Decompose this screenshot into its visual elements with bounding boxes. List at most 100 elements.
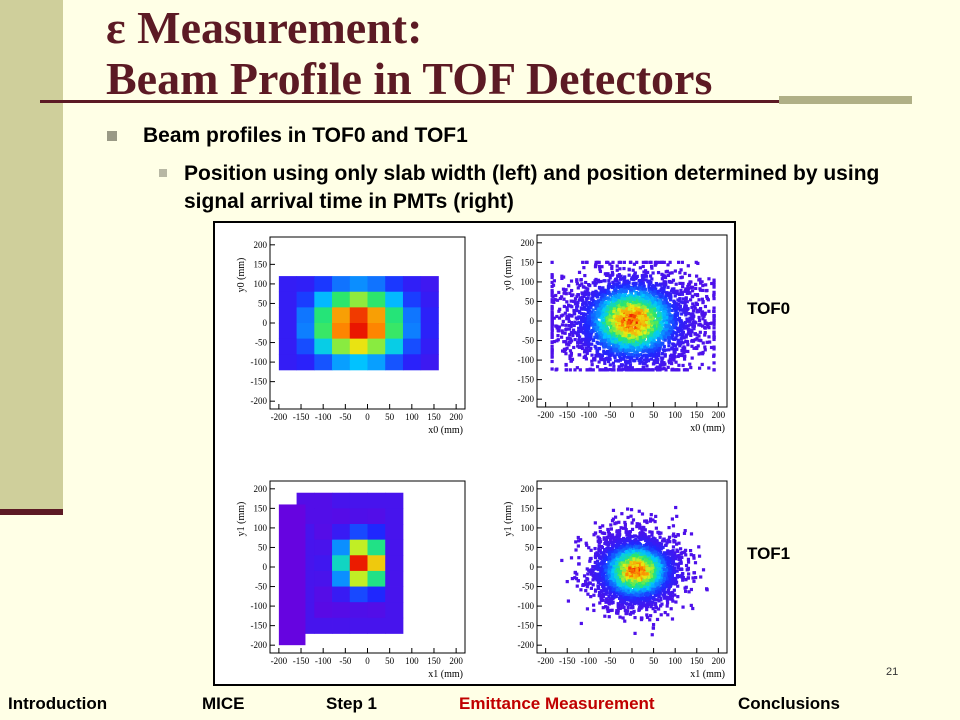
histogram-cell — [385, 338, 404, 355]
scatter-point — [670, 346, 675, 350]
scatter-point — [602, 289, 607, 293]
scatter-point — [576, 293, 581, 297]
scatter-point — [587, 330, 592, 334]
scatter-point — [584, 357, 589, 361]
scatter-point — [621, 304, 625, 308]
scatter-point — [560, 295, 564, 299]
scatter-point — [642, 353, 647, 357]
scatter-point — [628, 295, 632, 299]
histogram-cell — [349, 570, 368, 587]
scatter-point — [624, 289, 628, 293]
scatter-point — [609, 540, 613, 544]
scatter-point — [690, 328, 694, 332]
scatter-point — [633, 272, 637, 276]
scatter-point — [632, 262, 637, 266]
scatter-point — [680, 352, 684, 356]
scatter-point — [712, 306, 716, 310]
scatter-point — [593, 279, 597, 283]
scatter-point — [618, 321, 622, 326]
scatter-point — [600, 290, 604, 294]
scatter-point — [554, 368, 558, 372]
scatter-point — [639, 617, 644, 622]
scatter-point — [557, 325, 562, 329]
histogram-cell — [385, 617, 404, 634]
scatter-point — [679, 268, 683, 272]
scatter-point — [572, 308, 576, 313]
histogram-cell — [349, 586, 368, 603]
histogram-cell — [349, 291, 368, 308]
scatter-point — [656, 357, 660, 362]
scatter-point — [623, 284, 627, 288]
scatter-point — [659, 288, 663, 292]
histogram-cell — [420, 307, 439, 324]
scatter-point — [609, 293, 613, 297]
scatter-point — [707, 277, 711, 281]
scatter-point — [697, 352, 701, 356]
scatter-point — [597, 346, 602, 351]
scatter-point — [712, 337, 716, 342]
scatter-point — [625, 341, 629, 345]
scatter-point — [646, 341, 650, 345]
scatter-point — [632, 295, 636, 299]
scatter-point — [599, 313, 603, 318]
scatter-point — [596, 565, 600, 569]
scatter-point — [640, 305, 644, 310]
scatter-point — [552, 300, 556, 304]
scatter-point — [589, 303, 594, 307]
scatter-point — [643, 361, 647, 366]
y-tick-label: 100 — [254, 523, 268, 533]
scatter-point — [603, 361, 607, 365]
scatter-point — [678, 297, 682, 301]
histogram-cell — [314, 276, 333, 293]
scatter-point — [594, 332, 598, 337]
y-tick-label: 50 — [525, 296, 535, 306]
histogram-cell — [314, 570, 333, 587]
scatter-point — [584, 303, 588, 307]
scatter-point — [659, 335, 663, 340]
slide-title-line1: ε Measurement: — [106, 2, 423, 53]
scatter-point — [626, 303, 630, 307]
scatter-point — [593, 344, 597, 348]
scatter-point — [603, 279, 607, 283]
scatter-point — [673, 355, 677, 359]
scatter-point — [619, 356, 623, 360]
histogram-cell — [278, 504, 306, 646]
scatter-point — [593, 572, 597, 576]
scatter-point — [632, 289, 636, 293]
scatter-point — [639, 339, 643, 343]
scatter-point — [636, 368, 640, 372]
scatter-point — [609, 311, 613, 315]
scatter-point — [591, 318, 595, 322]
scatter-point — [684, 553, 688, 557]
beam-profile-plots: -200 -150 -100 -50 0 50 100 150 200200150100500-… — [236, 234, 728, 680]
scatter-point — [651, 622, 656, 627]
scatter-point — [627, 339, 632, 344]
scatter-point — [675, 292, 679, 296]
x-tick-label: 0 — [630, 410, 635, 420]
scatter-point — [712, 368, 716, 372]
scatter-point — [611, 589, 615, 593]
scatter-point — [694, 286, 698, 291]
scatter-point — [674, 311, 678, 315]
scatter-point — [656, 290, 660, 294]
scatter-point — [621, 333, 625, 338]
scatter-point — [624, 317, 628, 321]
scatter-point — [606, 579, 611, 583]
scatter-point — [648, 300, 652, 304]
histogram-cell — [332, 307, 351, 324]
scatter-point — [670, 331, 674, 336]
scatter-point — [622, 352, 626, 356]
scatter-point — [631, 274, 636, 278]
scatter-point — [620, 302, 624, 307]
scatter-point — [632, 281, 637, 286]
scatter-point — [646, 305, 651, 309]
scatter-point — [597, 586, 601, 591]
scatter-point — [677, 353, 681, 357]
scatter-point — [663, 307, 667, 311]
scatter-point — [668, 312, 672, 317]
scatter-point — [612, 282, 616, 286]
scatter-point — [678, 271, 682, 275]
scatter-point — [670, 304, 674, 308]
bullet-square-icon — [107, 131, 117, 141]
scatter-point — [647, 285, 651, 289]
